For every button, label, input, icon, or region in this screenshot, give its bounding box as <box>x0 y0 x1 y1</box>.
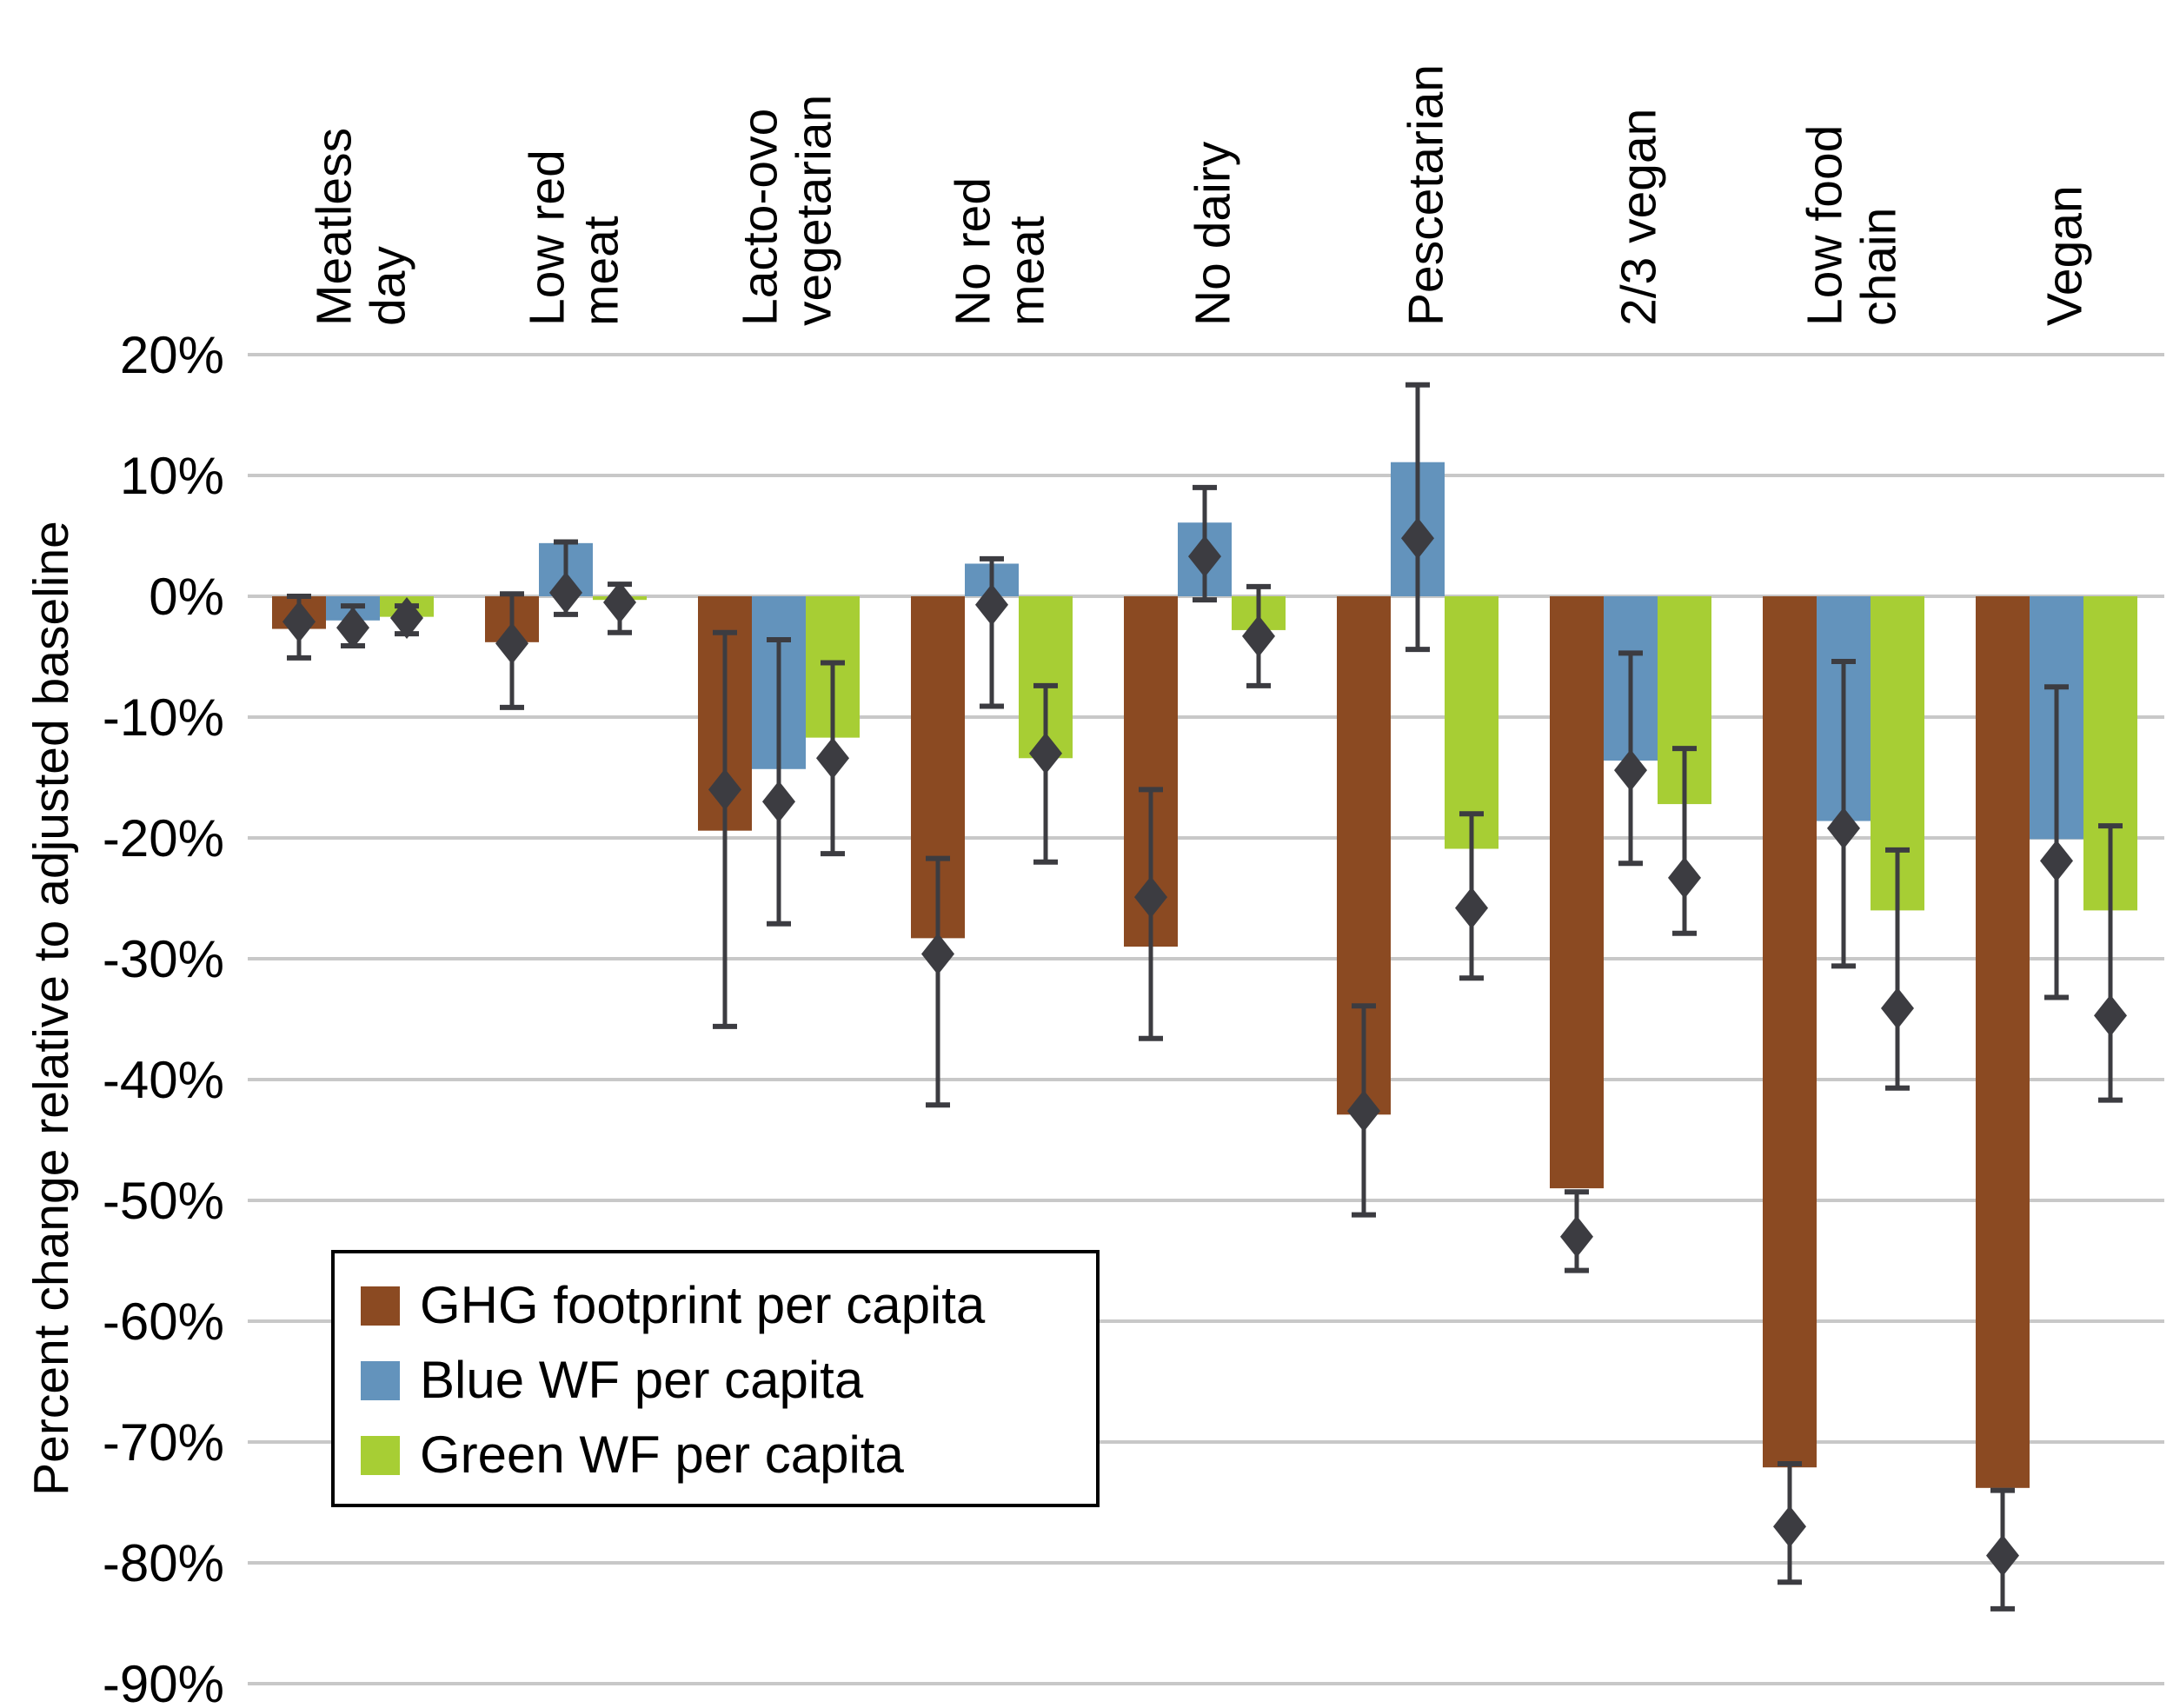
mean-marker-diamond <box>1347 1090 1380 1133</box>
y-tick-label: -10% <box>103 688 224 747</box>
mean-marker-diamond <box>1773 1505 1806 1548</box>
mean-marker-diamond <box>1986 1534 2019 1577</box>
mean-marker-diamond <box>2094 994 2127 1037</box>
bar <box>1445 596 1499 849</box>
mean-marker-diamond <box>1134 876 1167 919</box>
category-label: Low red <box>520 150 575 326</box>
category-label: chain <box>1851 208 1907 326</box>
y-tick-label: -90% <box>103 1655 224 1708</box>
category-label: Vegan <box>2037 185 2093 326</box>
legend-box <box>331 1250 1100 1507</box>
mean-marker-diamond <box>762 781 795 823</box>
legend-swatch <box>361 1436 400 1475</box>
y-tick-label: 0% <box>149 568 224 626</box>
mean-marker-diamond <box>708 768 741 811</box>
legend: GHG footprint per capita Blue WF per capi… <box>331 1250 1100 1507</box>
category-label: Lacto-ovo <box>733 109 788 326</box>
y-tick-label: -30% <box>103 930 224 988</box>
y-tick-label: -20% <box>103 809 224 867</box>
y-tick-label: 10% <box>120 447 224 505</box>
bars <box>272 462 2137 1488</box>
y-tick-label: -50% <box>103 1172 224 1230</box>
error-bars <box>282 382 2127 1612</box>
category-label: Pescetarian <box>1399 64 1454 326</box>
legend-swatch <box>361 1286 400 1326</box>
mean-marker-diamond <box>549 571 582 614</box>
y-axis-ticks: 20% 10% 0% -10% -20% -30% -40% -50% -60% -70% -80%… <box>103 326 224 1708</box>
mean-marker-diamond <box>816 737 849 780</box>
mean-marker-diamond <box>921 933 954 975</box>
bar <box>1976 596 2030 1488</box>
y-tick-label: -60% <box>103 1293 224 1351</box>
bar <box>1763 596 1817 1468</box>
category-label: vegetarian <box>787 95 842 326</box>
mean-marker-diamond <box>390 597 423 640</box>
category-label: No red <box>946 177 1001 326</box>
y-tick-label: -80% <box>103 1534 224 1592</box>
category-label: Low food <box>1798 125 1853 326</box>
mean-marker-diamond <box>1401 517 1434 560</box>
mean-marker-diamond <box>1455 887 1488 929</box>
legend-swatch <box>361 1361 400 1400</box>
mean-marker-diamond <box>1827 807 1860 849</box>
mean-marker-diamond <box>1029 732 1062 774</box>
mean-marker-diamond <box>1188 535 1221 578</box>
category-label: meat <box>1000 216 1055 326</box>
category-label: Meatless <box>307 128 362 326</box>
mean-marker-diamond <box>1560 1215 1593 1258</box>
mean-marker-diamond <box>1881 987 1914 1029</box>
mean-marker-diamond <box>2040 840 2073 882</box>
mean-marker-diamond <box>975 583 1008 626</box>
mean-marker-diamond <box>495 622 528 665</box>
category-label: 2/3 vegan <box>1611 109 1667 326</box>
legend-label: Green WF per capita <box>420 1426 905 1484</box>
y-tick-label: 20% <box>120 326 224 384</box>
legend-label: Blue WF per capita <box>420 1351 864 1409</box>
mean-marker-diamond <box>1242 615 1275 657</box>
y-tick-label: -70% <box>103 1413 224 1472</box>
y-axis-label: Percent change relative to adjusted base… <box>23 521 79 1496</box>
mean-marker-diamond <box>1614 749 1647 792</box>
mean-marker-diamond <box>282 601 316 643</box>
mean-marker-diamond <box>603 581 636 623</box>
category-label: day <box>361 246 416 326</box>
category-label: No dairy <box>1186 141 1241 326</box>
legend-label: GHG footprint per capita <box>420 1276 986 1334</box>
bar <box>1550 596 1604 1189</box>
mean-marker-diamond <box>1668 856 1701 899</box>
mean-marker-diamond <box>336 607 369 649</box>
y-tick-label: -40% <box>103 1051 224 1109</box>
category-label: meat <box>574 216 629 326</box>
